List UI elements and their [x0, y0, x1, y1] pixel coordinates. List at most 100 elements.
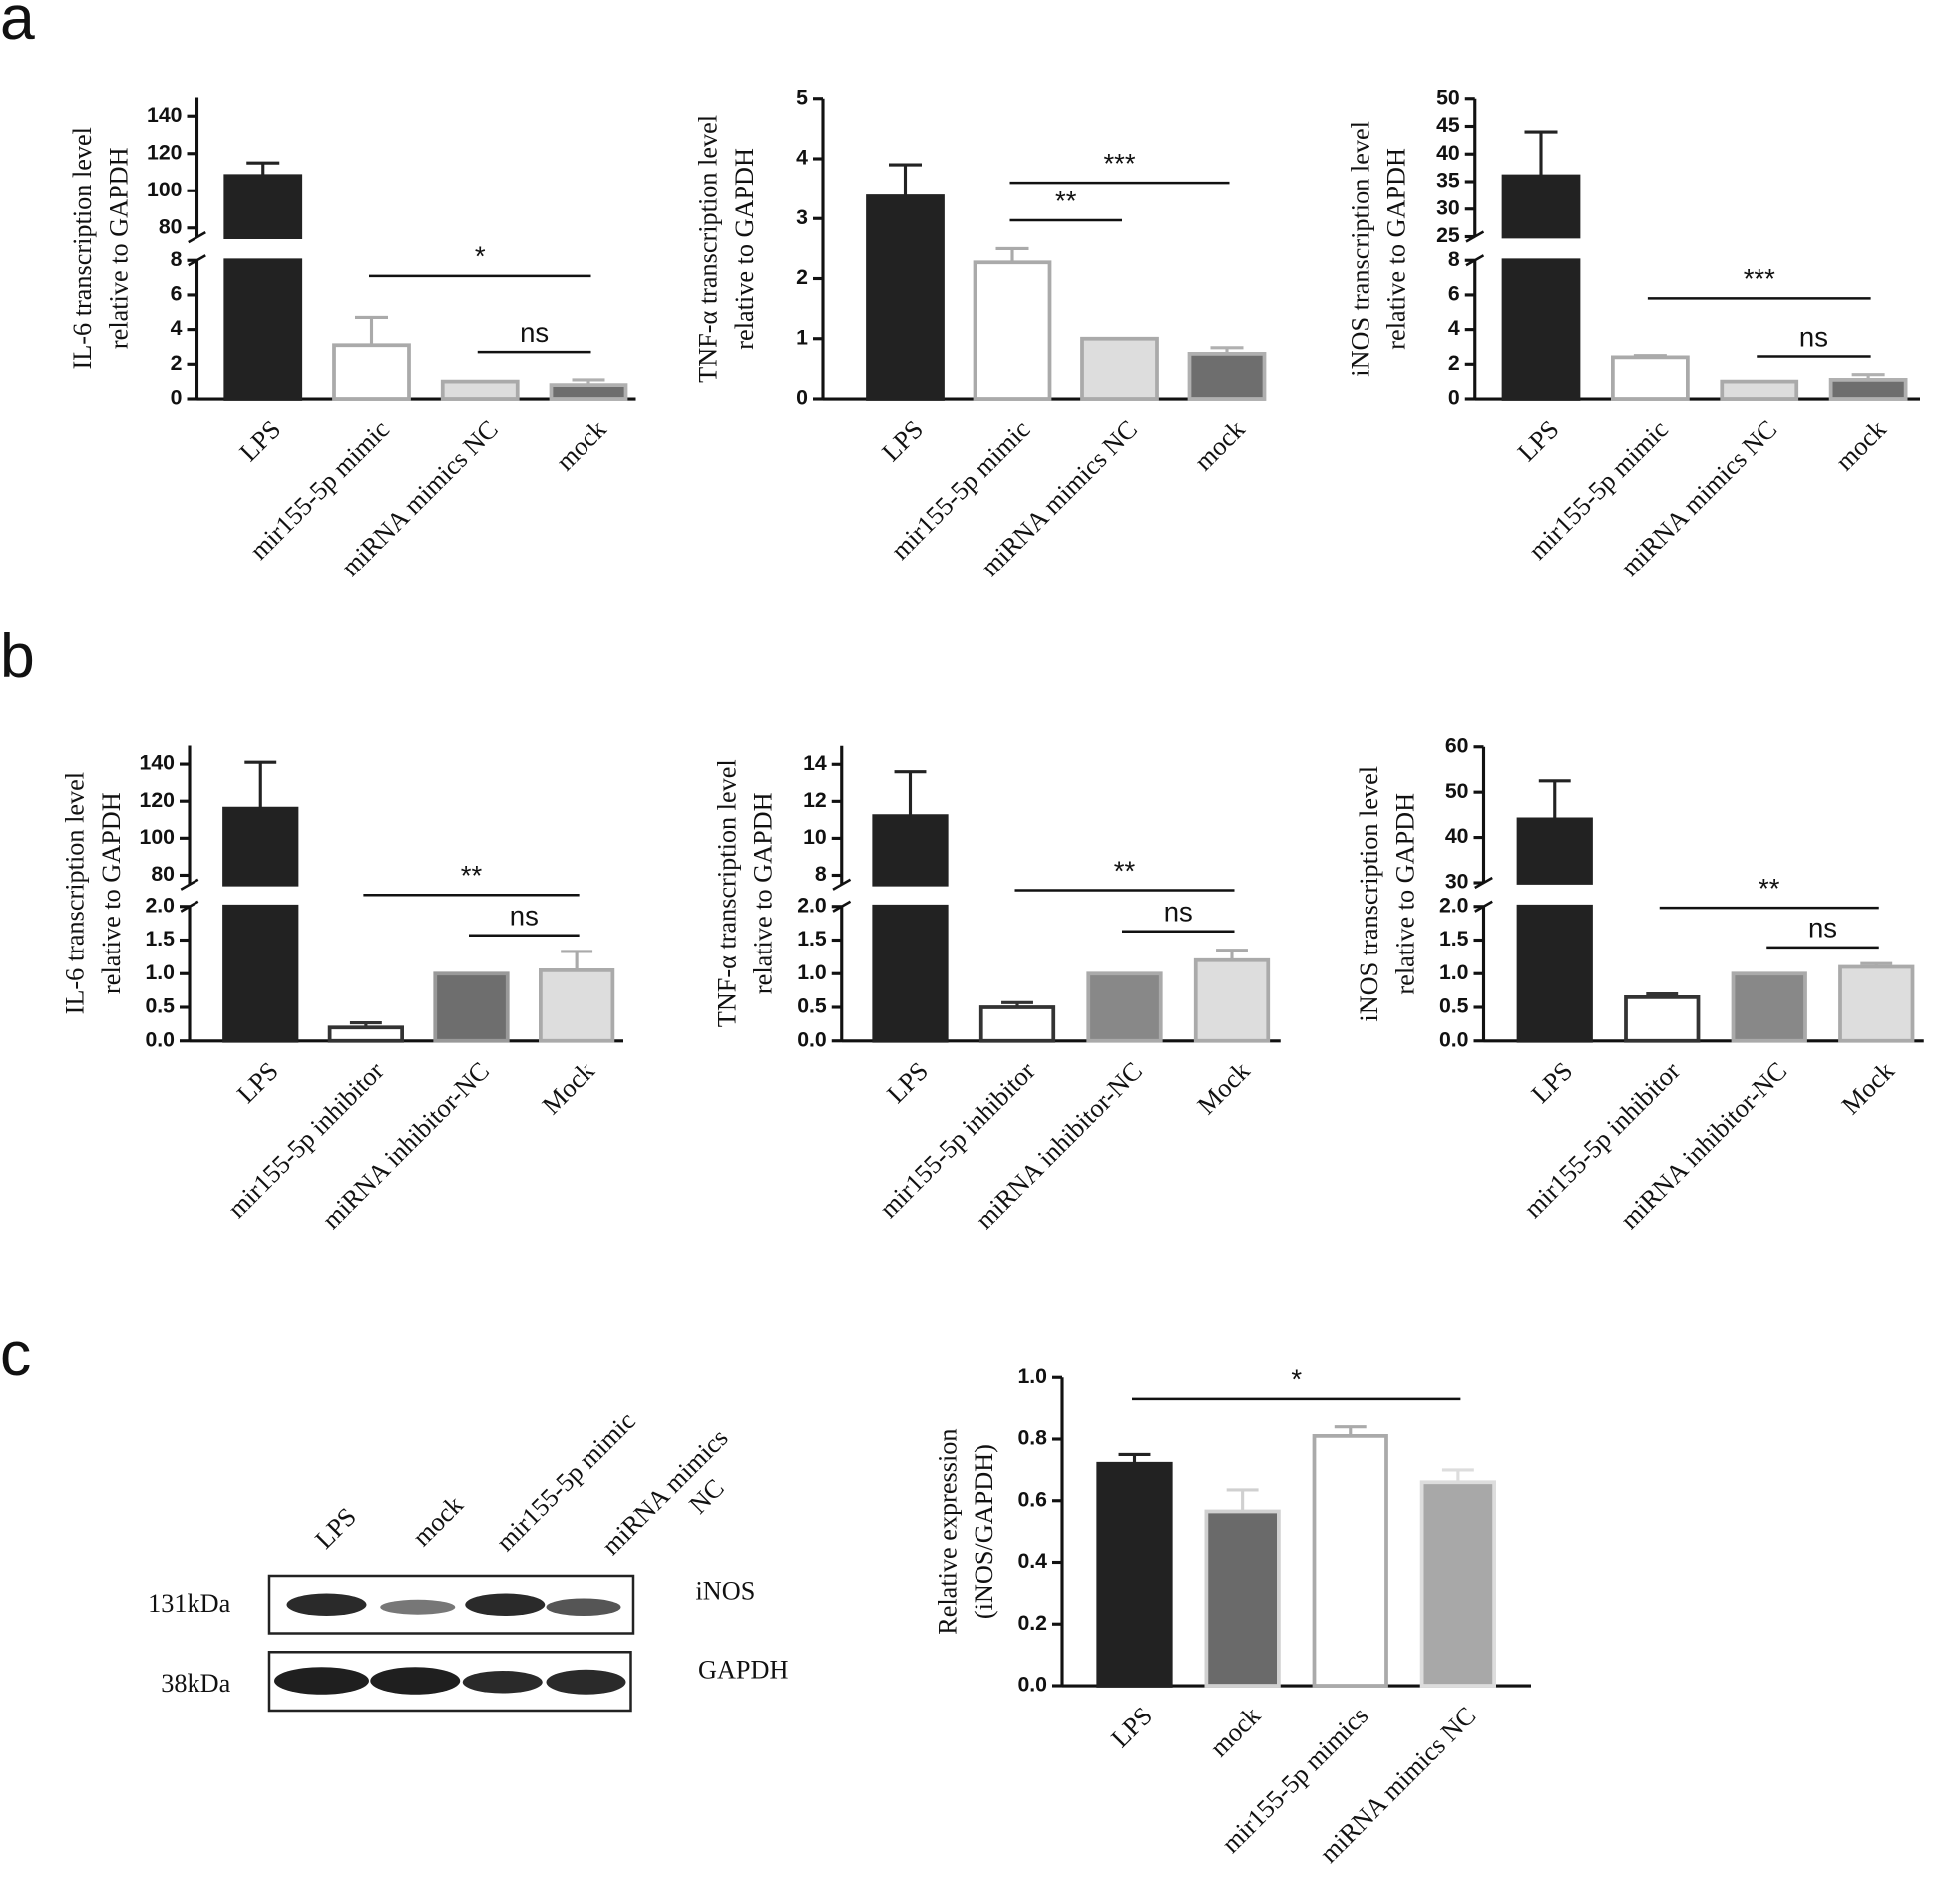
y-tick-label: 80 — [151, 862, 175, 886]
y-tick-label: 140 — [140, 751, 175, 775]
lane-label: mock — [407, 1490, 469, 1552]
western-blot: 131kDa 38kDa iNOS GAPDH LPS mock mir155-… — [148, 1406, 788, 1713]
x-tick-label: LPS — [1526, 1056, 1578, 1108]
significance-label: ns — [510, 901, 539, 932]
bar — [1080, 336, 1159, 401]
y-tick-label: 0.5 — [1439, 994, 1469, 1018]
y-tick-label: 60 — [1445, 733, 1469, 757]
bar — [866, 194, 945, 401]
y-tick-label: 80 — [159, 214, 183, 238]
significance-label: *** — [1744, 263, 1775, 294]
y-tick-label: 1.5 — [797, 927, 827, 951]
y-tick-label: 40 — [1445, 824, 1469, 848]
significance-label: * — [475, 241, 486, 272]
y-tick-label: 1.0 — [1439, 960, 1469, 984]
bar — [223, 174, 303, 401]
y-tick-label: 2 — [1448, 351, 1460, 375]
y-tick-label: 4 — [796, 146, 808, 170]
y-axis-label: relative to GAPDH — [730, 148, 759, 350]
y-tick-label: 40 — [1436, 141, 1460, 165]
y-axis-label: (iNOS/GAPDH) — [970, 1444, 998, 1619]
y-tick-label: 12 — [803, 788, 827, 812]
band — [370, 1667, 461, 1695]
x-tick-label: LPS — [1106, 1702, 1158, 1753]
y-axis-label: iNOS transcription level — [1355, 766, 1383, 1022]
y-tick-label: 2.0 — [797, 893, 827, 917]
bar — [1611, 355, 1690, 401]
y-tick-label: 1.0 — [145, 960, 175, 984]
significance-label: ns — [1799, 321, 1828, 352]
y-tick-label: 0.8 — [1017, 1426, 1047, 1450]
y-tick-label: 0.0 — [145, 1027, 175, 1051]
bar — [1731, 971, 1807, 1043]
significance-label: ns — [1164, 896, 1193, 927]
bar — [433, 971, 510, 1043]
x-tick-label: LPS — [882, 1056, 934, 1108]
bar — [1193, 957, 1271, 1043]
panel-label: b — [0, 621, 35, 691]
significance-label: *** — [1103, 148, 1135, 179]
axis-break — [180, 878, 199, 891]
bar — [1086, 971, 1163, 1043]
y-tick-label: 100 — [140, 825, 175, 849]
y-tick-label: 0 — [796, 386, 808, 410]
y-tick-label: 30 — [1436, 195, 1460, 219]
y-tick-label: 3 — [796, 205, 808, 229]
x-tick-label: Mock — [1836, 1056, 1900, 1120]
x-tick-label: mock — [551, 414, 612, 476]
y-tick-label: 6 — [171, 282, 183, 306]
y-tick-label: 0.4 — [1017, 1549, 1047, 1573]
bar — [327, 1025, 404, 1043]
y-tick-label: 30 — [1445, 870, 1469, 894]
band — [546, 1598, 621, 1616]
significance-label: ns — [1808, 913, 1837, 944]
y-tick-label: 2.0 — [1439, 893, 1469, 917]
x-tick-label: LPS — [1512, 415, 1564, 467]
bar — [1828, 378, 1908, 401]
y-tick-label: 10 — [803, 825, 827, 849]
y-tick-label: 4 — [1448, 316, 1460, 340]
y-tick-label: 0.5 — [797, 994, 827, 1018]
axis-break — [832, 878, 852, 891]
bar — [1624, 995, 1701, 1043]
x-tick-label: Mock — [1192, 1056, 1256, 1120]
mw-label: 38kDa — [161, 1669, 230, 1698]
lane-label: LPS — [310, 1502, 362, 1554]
significance-label: ** — [461, 860, 483, 891]
y-axis-label: relative to GAPDH — [1390, 793, 1419, 995]
y-axis-label: iNOS transcription level — [1346, 121, 1374, 377]
bar — [978, 1005, 1056, 1043]
y-axis-label: IL-6 transcription level — [68, 127, 97, 369]
y-axis-label: Relative expression — [934, 1428, 963, 1634]
y-tick-label: 35 — [1436, 169, 1460, 192]
y-tick-label: 1.5 — [145, 927, 175, 951]
band — [546, 1669, 626, 1695]
y-tick-label: 14 — [803, 751, 827, 775]
bar — [872, 814, 949, 1043]
y-tick-label: 50 — [1436, 85, 1460, 109]
y-tick-label: 2.0 — [145, 893, 175, 917]
x-tick-label: mock — [1204, 1701, 1266, 1762]
y-tick-label: 45 — [1436, 113, 1460, 137]
bar — [440, 379, 520, 401]
bar — [1838, 964, 1915, 1043]
protein-label: iNOS — [696, 1577, 756, 1606]
mw-label: 131kDa — [148, 1589, 230, 1618]
y-tick-label: 4 — [171, 316, 183, 340]
y-axis-label: relative to GAPDH — [1382, 148, 1411, 350]
x-tick-label: LPS — [234, 415, 286, 467]
y-axis-label: relative to GAPDH — [104, 147, 133, 349]
band — [274, 1667, 369, 1695]
bar — [1720, 379, 1799, 401]
bar — [1516, 817, 1593, 1043]
panel-label: a — [0, 0, 35, 53]
y-tick-label: 5 — [796, 85, 808, 109]
bar — [1501, 174, 1581, 401]
x-tick-label: Mock — [537, 1056, 600, 1120]
y-tick-label: 0.0 — [1017, 1673, 1047, 1697]
y-tick-label: 0 — [171, 386, 183, 410]
y-axis-label: TNF-α transcription level — [712, 759, 741, 1027]
y-tick-label: 140 — [147, 103, 182, 127]
bar — [222, 806, 299, 1043]
bar — [332, 343, 411, 401]
